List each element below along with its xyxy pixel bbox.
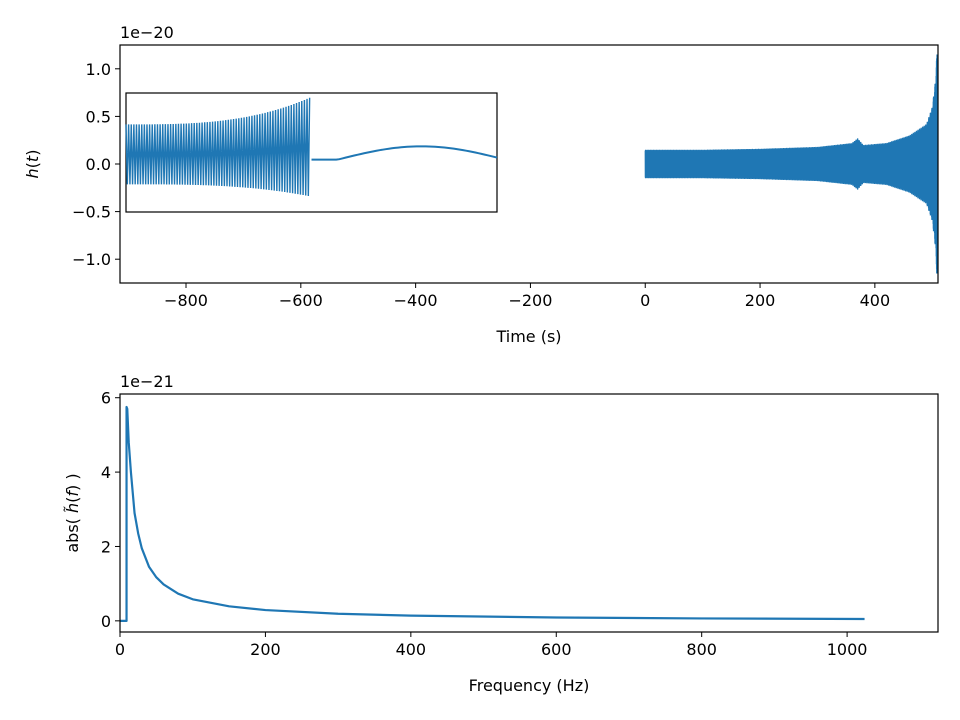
top-x-tick-label: −400 [394, 291, 438, 310]
top-signal-merger-spike [936, 54, 939, 274]
top-signal-series [644, 54, 939, 274]
top-offset-text: 1e−20 [120, 23, 174, 42]
bottom-x-tick-label: 200 [250, 640, 281, 659]
top-panel: −800 −600 −400 −200 0 200 400 −1.0 −0.5 0.0 0.5 1.… [23, 23, 939, 346]
bottom-y-axis-label: abs( h̃(f) ) [63, 473, 82, 552]
top-signal-line [644, 58, 938, 270]
top-x-tick-label: −200 [508, 291, 552, 310]
bottom-x-tick-label: 0 [115, 640, 125, 659]
bottom-y-tick-label: 0 [101, 612, 111, 631]
top-y-axis-label: h(t) [23, 150, 42, 179]
bottom-x-axis-label: Frequency (Hz) [469, 676, 590, 695]
inset-oscillation-line [125, 97, 311, 197]
bottom-y-ticks: 0 2 4 6 [101, 389, 120, 631]
top-y-tick-label: 0.0 [86, 155, 111, 174]
top-y-tick-label: 1.0 [86, 60, 111, 79]
bottom-y-tick-label: 2 [101, 537, 111, 556]
top-y-tick-label: 0.5 [86, 107, 111, 126]
top-x-tick-label: 0 [640, 291, 650, 310]
bottom-x-tick-label: 800 [686, 640, 717, 659]
top-x-axis-label: Time (s) [495, 327, 561, 346]
bottom-spectrum-series [120, 405, 865, 622]
top-y-ticks: −1.0 −0.5 0.0 0.5 1.0 [72, 60, 120, 269]
bottom-x-tick-label: 400 [396, 640, 427, 659]
top-x-tick-label: 400 [860, 291, 891, 310]
inset-tail-line [311, 145, 498, 161]
top-y-tick-label: −1.0 [72, 250, 111, 269]
top-y-tick-label: −0.5 [72, 203, 111, 222]
top-x-ticks: −800 −600 −400 −200 0 200 400 [164, 283, 890, 310]
bottom-x-tick-label: 1000 [827, 640, 868, 659]
top-inset [125, 92, 498, 213]
bottom-y-tick-label: 4 [101, 463, 111, 482]
bottom-axes-frame [119, 393, 939, 633]
top-x-tick-label: −600 [279, 291, 323, 310]
bottom-x-ticks: 0 200 400 600 800 1000 [115, 632, 868, 659]
bottom-panel: 0 200 400 600 800 1000 0 2 4 6 1e−21 Frequency (… [63, 372, 939, 695]
bottom-offset-text: 1e−21 [120, 372, 174, 391]
bottom-x-tick-label: 600 [541, 640, 572, 659]
bottom-spectrum-line [120, 405, 865, 622]
top-x-tick-label: −800 [164, 291, 208, 310]
top-x-tick-label: 200 [745, 291, 776, 310]
bottom-y-tick-label: 6 [101, 389, 111, 408]
